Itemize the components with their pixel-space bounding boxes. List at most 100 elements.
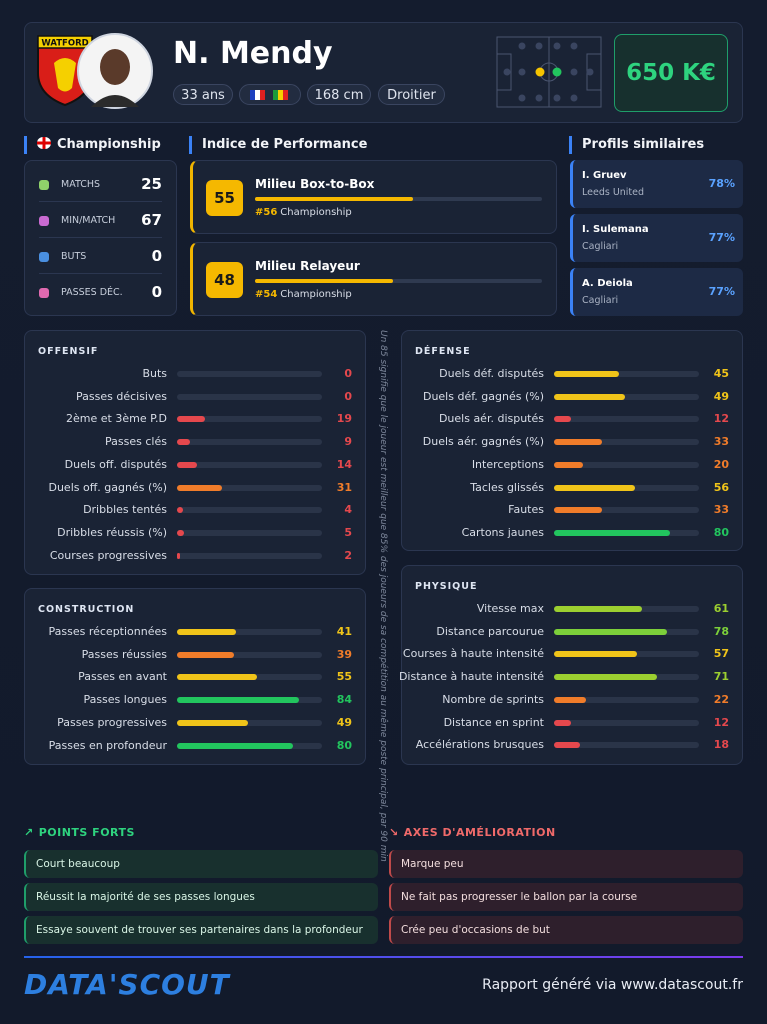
metric-value: 0 [344,389,352,403]
footer-text: Rapport généré via www.datascout.fr [482,977,743,993]
metric-value: 0 [344,367,352,380]
metric-value: 12 [713,412,729,426]
metric-bar [554,393,626,400]
panel-title: DÉFENSE [415,346,471,357]
metric-panel: PHYSIQUE Vitesse max 61 Distance parcourue 7… [398,565,743,765]
improvements-item: Ne fait pas progresser le ballon par la … [389,883,743,911]
similar-club: Cagliari [582,241,619,252]
metric-track [177,416,322,423]
stat-label: MATCHS [61,179,101,190]
similar-card: A. Deiola Cagliari 77% [570,268,743,316]
metric-track [177,674,322,681]
metric-bar [177,674,257,681]
metric-bar [554,484,636,491]
metric-value: 80 [713,525,729,539]
league-title: Championship [57,137,161,152]
metric-label: Nombre de sprints [442,692,544,706]
strengths-title: ↗ POINTS FORTS [24,826,135,839]
stat-divider [39,237,162,238]
metric-panel: DÉFENSE Duels déf. disputés 45 Duels déf. g… [401,330,743,551]
flags-tag [239,84,301,105]
score-badge: 48 [206,262,243,298]
metric-label: Distance à haute intensité [398,670,544,684]
metric-track [177,461,322,468]
panel-title: PHYSIQUE [415,581,478,592]
metric-value: 31 [336,480,352,494]
similar-club: Cagliari [582,295,619,306]
foot-tag: Droitier [378,84,445,105]
similar-heading: Profils similaires [569,136,704,154]
metric-bar [554,416,572,423]
metric-value: 78 [713,624,729,638]
metric-label: Fautes [508,503,544,517]
improvements-title-text: AXES D'AMÉLIORATION [403,826,556,839]
performance-heading: Indice de Performance [189,136,367,154]
metric-bar [554,507,602,514]
flags [250,90,288,100]
metric-bar [177,742,293,749]
metric-value: 80 [336,738,352,752]
footer-rule [24,956,743,958]
panel-title: CONSTRUCTION [38,604,135,615]
metric-value: 33 [713,435,729,449]
metric-panel: OFFENSIF Buts 0 Passes décisives 0 2ème et 3è… [24,330,366,575]
stat-icon [39,288,49,298]
metric-value: 20 [713,457,729,471]
metric-value: 18 [713,738,729,752]
player-name: N. Mendy [173,36,333,71]
height-tag: 168 cm [307,84,371,105]
strengths-item: Essaye souvent de trouver ses partenaire… [24,916,378,944]
metric-bar [177,507,183,514]
metric-label: Interceptions [471,457,544,471]
metric-bar [177,651,234,658]
metric-value: 45 [713,367,729,380]
metric-track [554,742,699,749]
club-logo: WATFORD [37,35,93,107]
stat-icon [39,216,49,226]
metric-label: Courses à haute intensité [402,647,544,661]
metric-value: 49 [713,389,729,403]
metric-label: Duels aér. gagnés (%) [422,435,544,449]
england-flag [37,137,51,149]
metric-label: Distance en sprint [443,715,544,729]
panel-title: OFFENSIF [38,346,99,357]
metric-value: 49 [336,715,352,729]
metric-bar [554,606,643,612]
note-box: Un 85 signifie que le joueur est meilleu… [374,330,390,862]
metric-label: Cartons jaunes [461,525,544,539]
metric-bar [554,674,657,681]
metric-value: 22 [713,692,729,706]
trend-icon: ↘ [389,826,399,839]
metric-track [177,371,322,377]
performance-card: 55 Milieu Box-to-Box #56 Championship [190,160,557,234]
strengths-item: Court beaucoup [24,850,378,878]
improvements-item: Marque peu [389,850,743,878]
stat-value: 67 [141,211,162,229]
metric-value: 57 [713,647,729,661]
metric-track [554,529,699,536]
similar-club: Leeds United [582,187,645,198]
metric-value: 55 [336,670,352,684]
metric-label: Vitesse max [476,602,544,615]
metric-track [554,719,699,726]
metric-label: Accélérations brusques [415,738,544,752]
metric-bar [177,439,191,446]
metric-label: Duels aér. disputés [438,412,544,426]
metric-label: Passes réussies [81,647,167,661]
metric-track [554,393,699,400]
metric-label: Dribbles tentés [83,503,167,517]
league-heading: Championship [24,136,161,154]
similar-name: I. Gruev [582,170,627,181]
score-bar [255,279,393,283]
stat-value: 25 [141,175,162,193]
metric-label: Distance parcourue [436,624,544,638]
league-card: MATCHS 25 MIN/MATCH 67 BUTS 0 PASSES DÉC. 0 [24,160,177,316]
metric-bar [177,719,249,726]
metric-label: Passes longues [83,693,167,707]
metric-track [554,461,699,468]
metric-value: 5 [344,525,352,539]
metric-value: 2 [344,548,352,562]
stat-divider [39,201,162,202]
role: Milieu Relayeur [255,259,360,273]
